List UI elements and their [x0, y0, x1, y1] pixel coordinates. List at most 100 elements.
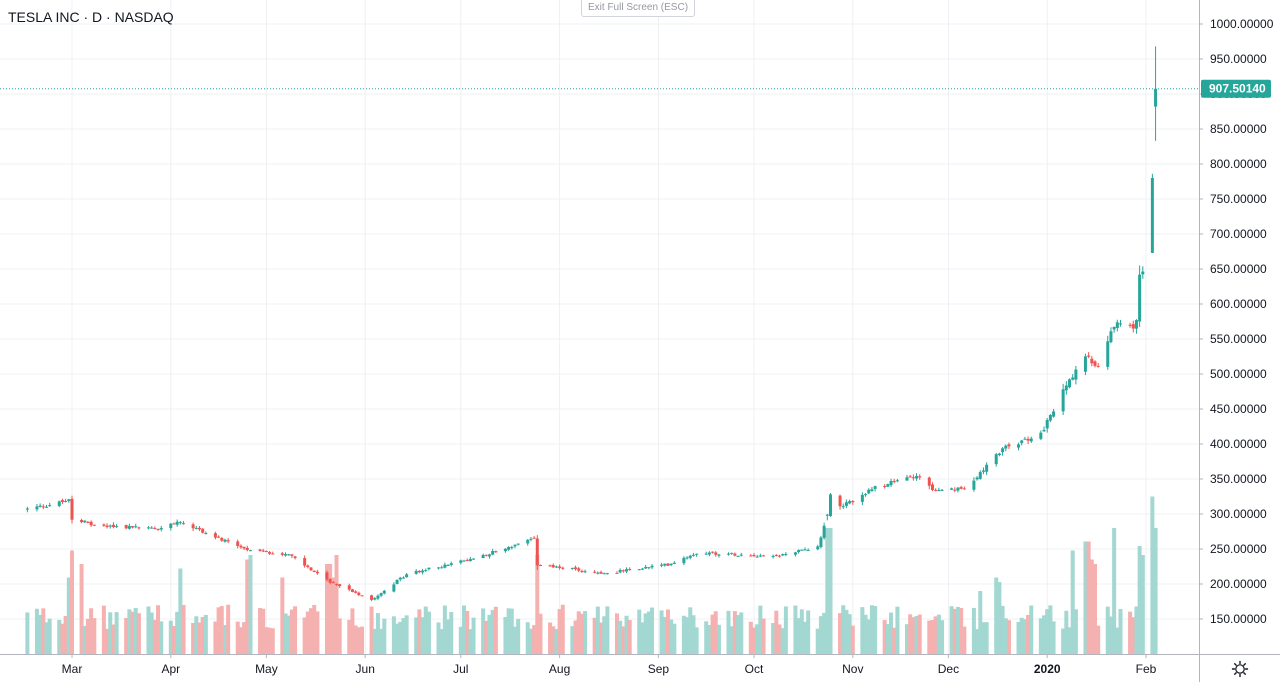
candle-body: [156, 528, 160, 530]
volume-bar: [1029, 605, 1034, 654]
candle-body: [908, 476, 912, 478]
candle-body: [800, 549, 804, 551]
volume-bar: [136, 613, 141, 654]
chart-settings-button[interactable]: [1228, 657, 1252, 681]
volume-bar: [356, 627, 361, 654]
volume-bar: [704, 621, 709, 654]
volume-bar: [1019, 617, 1024, 654]
volume-bar: [216, 607, 221, 654]
candle-body: [465, 560, 469, 562]
candle-body: [194, 527, 198, 529]
candle-body: [494, 551, 498, 553]
volume-bar: [841, 605, 846, 654]
candle-body: [1138, 274, 1142, 322]
volume-bar: [551, 626, 556, 654]
volume-bar: [66, 577, 71, 654]
candle-body: [644, 566, 648, 569]
candle-body: [436, 567, 440, 569]
price-tick-label: 300.00000: [1210, 507, 1267, 521]
candle-body: [513, 544, 517, 547]
candle-body: [1029, 438, 1033, 442]
volume-bar: [579, 613, 584, 654]
volume-bar: [1073, 609, 1078, 654]
candle-body: [373, 598, 377, 600]
volume-bar: [799, 609, 804, 654]
volume-bar: [1064, 610, 1069, 654]
volume-bar: [1137, 546, 1142, 654]
candle-body: [637, 569, 641, 571]
price-tick-label: 650.00000: [1210, 262, 1267, 276]
volume-bar: [917, 614, 922, 654]
volume-bar: [838, 613, 843, 654]
candle-body: [182, 523, 186, 525]
candle-body: [596, 572, 600, 574]
candle-body: [771, 555, 775, 557]
volume-bar: [516, 618, 521, 654]
candle-body: [628, 569, 632, 571]
volume-bar: [882, 620, 887, 654]
time-tick-label: Oct: [745, 662, 764, 676]
volume-bar: [1105, 606, 1110, 654]
time-tick-label: Sep: [648, 662, 670, 676]
volume-bar: [828, 528, 833, 654]
volume-bar: [602, 616, 607, 654]
volume-bar: [806, 610, 811, 654]
volume-bar: [293, 606, 298, 654]
volume-bar: [930, 619, 935, 654]
candle-body: [92, 524, 96, 526]
volume-bar: [305, 611, 310, 654]
volume-bar: [423, 606, 428, 654]
volume-bar: [178, 568, 183, 654]
candle-body: [41, 506, 45, 508]
volume-bar: [484, 620, 489, 654]
volume-bar: [481, 608, 486, 654]
candle-body: [1093, 361, 1097, 366]
candle-body: [950, 488, 954, 490]
volume-bar: [280, 577, 285, 654]
time-tick-label: Feb: [1136, 662, 1157, 676]
volume-bar: [595, 606, 600, 654]
volume-bar: [739, 612, 744, 654]
candle-body: [70, 498, 74, 520]
volume-bar: [1051, 621, 1056, 654]
volume-bar: [560, 604, 565, 654]
candle-body: [532, 537, 536, 539]
time-tick-label: Mar: [62, 662, 83, 676]
volume-bar: [34, 608, 39, 654]
volume-bar: [860, 607, 865, 654]
candle-body: [985, 464, 989, 472]
volume-bar: [127, 609, 132, 654]
candle-body: [1007, 444, 1011, 447]
volume-bar: [191, 622, 196, 654]
candle-body: [577, 568, 581, 571]
candle-body: [873, 486, 877, 489]
candle-body: [309, 567, 313, 571]
candle-body: [268, 552, 272, 554]
volume-bar: [1115, 627, 1120, 654]
candle-body: [711, 551, 715, 553]
volume-bar: [866, 619, 871, 654]
candle-body: [647, 567, 651, 569]
candle-body: [660, 564, 664, 566]
candle-body: [204, 533, 208, 535]
candle-body: [315, 571, 319, 574]
volume-bar: [391, 616, 396, 654]
volume-bars: [25, 496, 1158, 654]
volume-bar: [892, 627, 897, 654]
candle-body: [828, 494, 832, 517]
volume-bar: [226, 604, 231, 654]
volume-bar: [503, 617, 508, 654]
candle-body: [287, 554, 291, 556]
symbol-title[interactable]: TESLA INC · D · NASDAQ: [8, 9, 174, 25]
price-tick-label: 250.00000: [1210, 542, 1267, 556]
volume-bar: [242, 622, 247, 654]
candle-body: [293, 556, 297, 559]
volume-bar: [426, 611, 431, 654]
volume-bar: [933, 616, 938, 654]
candle-body: [440, 567, 444, 569]
candle-body: [462, 560, 466, 562]
exit-fullscreen-button[interactable]: Exit Full Screen (ESC): [581, 0, 696, 17]
volume-bar: [1070, 550, 1075, 654]
candle-body: [704, 553, 708, 555]
